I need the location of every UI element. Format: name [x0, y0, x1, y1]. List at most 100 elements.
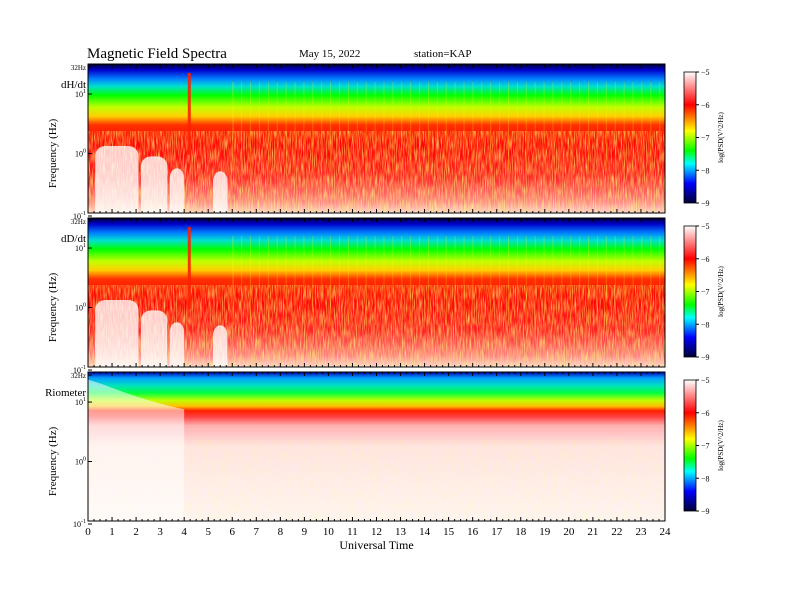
y-tick-label: 32Hz — [71, 64, 86, 72]
striation — [356, 235, 358, 326]
x-tick-label: 8 — [278, 526, 284, 538]
disturbance-spike — [187, 226, 191, 309]
colorbar-label: log(PSD(V^2/Hz) — [717, 419, 725, 470]
striation — [516, 235, 518, 326]
striation — [258, 81, 260, 172]
colorbar-tick-label: −9 — [701, 353, 710, 362]
striation — [623, 235, 625, 326]
spectrogram-image — [88, 218, 665, 367]
y-tick-label: 101 — [75, 89, 86, 99]
striation — [427, 81, 429, 172]
striation — [641, 235, 643, 326]
colorbar-tick-label: −7 — [701, 442, 710, 451]
striation — [596, 81, 598, 172]
y-tick-label: 100 — [75, 149, 86, 159]
striation — [241, 81, 243, 172]
y-tick-label: 101 — [75, 243, 86, 253]
riometer-quiet-region — [88, 379, 185, 521]
striation — [499, 235, 501, 326]
y-axis-label: Frequency (Hz) — [47, 272, 59, 342]
striation — [241, 235, 243, 326]
y-tick-label: 10-1 — [73, 211, 86, 221]
x-tick-label: 9 — [302, 526, 308, 538]
x-tick-label: 24 — [660, 526, 672, 538]
quiet-region — [169, 322, 185, 367]
quiet-region — [213, 325, 228, 367]
striation — [267, 81, 269, 172]
striation — [596, 235, 598, 326]
x-tick-label: 18 — [515, 526, 527, 538]
colorbar-label: log(PSD(V^2/Hz) — [717, 111, 725, 162]
striation — [481, 235, 483, 326]
striation — [330, 235, 332, 326]
striation — [330, 81, 332, 172]
x-tick-label: 13 — [395, 526, 407, 538]
striation — [338, 81, 340, 172]
striation — [659, 81, 661, 172]
striation — [490, 235, 492, 326]
y-axis-label: Frequency (Hz) — [47, 118, 59, 188]
striation — [525, 235, 527, 326]
striation — [579, 81, 581, 172]
colorbar-tick-label: −7 — [701, 288, 710, 297]
striation — [508, 235, 510, 326]
striation — [250, 81, 252, 172]
striation — [508, 81, 510, 172]
striation — [499, 81, 501, 172]
x-tick-label: 6 — [230, 526, 236, 538]
figure-title: Magnetic Field Spectra — [87, 46, 227, 62]
colorbar-tick-label: −6 — [701, 101, 710, 110]
colorbar-label: log(PSD(V^2/Hz) — [717, 265, 725, 316]
striation — [374, 81, 376, 172]
striation — [481, 81, 483, 172]
striation — [632, 81, 634, 172]
disturbance-spike — [187, 72, 191, 155]
x-tick-label: 12 — [371, 526, 382, 538]
striation — [614, 81, 616, 172]
striation — [632, 235, 634, 326]
quiet-region — [95, 299, 139, 367]
striation — [543, 235, 545, 326]
y-tick-label: 101 — [75, 397, 86, 407]
striation — [579, 235, 581, 326]
striation — [410, 81, 412, 172]
striation — [401, 235, 403, 326]
striation — [445, 235, 447, 326]
x-tick-label: 7 — [254, 526, 260, 538]
striation — [276, 235, 278, 326]
quiet-region — [169, 168, 185, 213]
striation — [436, 81, 438, 172]
striation — [641, 81, 643, 172]
panel-label: dH/dt — [61, 79, 86, 91]
spectrogram-image — [88, 64, 665, 213]
striation — [383, 235, 385, 326]
striation — [347, 81, 349, 172]
striation — [392, 81, 394, 172]
striation — [294, 235, 296, 326]
striation — [516, 81, 518, 172]
striation — [605, 235, 607, 326]
x-tick-label: 15 — [443, 526, 455, 538]
x-tick-label: 5 — [205, 526, 211, 538]
striation — [588, 235, 590, 326]
y-axis-label: Frequency (Hz) — [47, 426, 59, 496]
striation — [312, 81, 314, 172]
panel-label: dD/dt — [61, 233, 86, 245]
striation — [356, 81, 358, 172]
y-tick-label: 100 — [75, 457, 86, 467]
striation — [534, 235, 536, 326]
x-tick-label: 20 — [563, 526, 575, 538]
striation — [472, 81, 474, 172]
colorbar — [683, 71, 697, 204]
striation — [650, 81, 652, 172]
striation — [525, 81, 527, 172]
colorbar-tick-label: −9 — [701, 507, 710, 516]
striation — [561, 81, 563, 172]
striation — [427, 235, 429, 326]
colorbar — [683, 379, 697, 512]
striation — [401, 81, 403, 172]
panel-label: Riometer — [45, 387, 86, 399]
colorbar-tick-label: −8 — [701, 320, 710, 329]
